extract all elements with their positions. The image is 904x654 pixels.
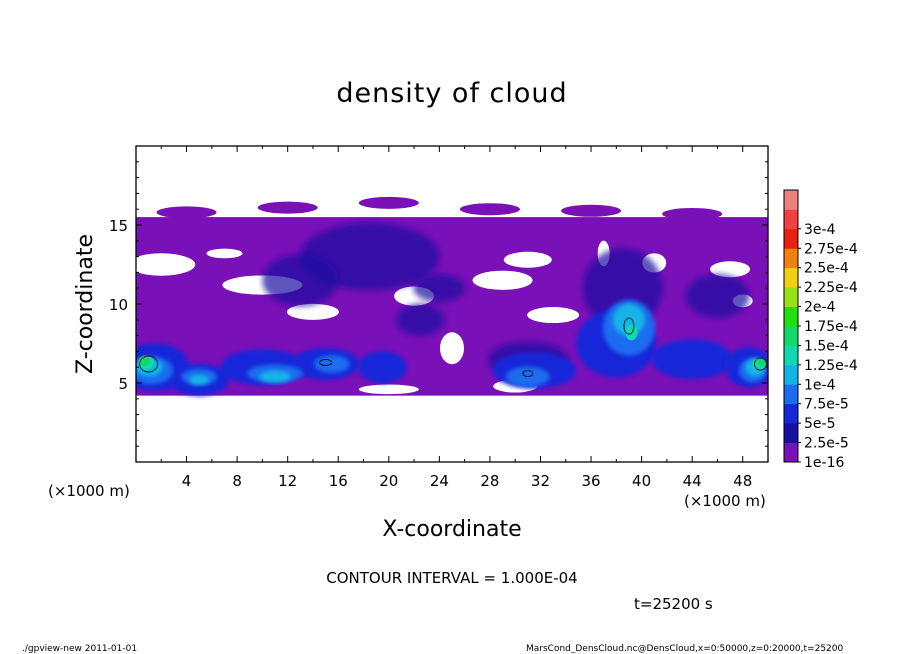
x-tick-label: 8 [232, 472, 242, 490]
x-tick-label: 32 [531, 472, 550, 490]
colorbar-swatch [784, 403, 798, 424]
x-tick-label: 12 [278, 472, 297, 490]
colorbar-swatch [784, 190, 798, 210]
contour-line [139, 355, 159, 373]
x-tick-label: 16 [329, 472, 348, 490]
x-tick-label: 4 [182, 472, 192, 490]
contour-line [319, 359, 333, 366]
x-tick-label: 48 [733, 472, 752, 490]
x-axis: 4 8 12 16 20 24 28 32 36 40 44 48 [160, 146, 752, 490]
cloud-band-cyan [612, 303, 645, 336]
chart-title: density of cloud [336, 78, 567, 109]
cloud-band-lightblue [313, 355, 350, 374]
colorbar-swatch [784, 287, 798, 307]
x-unit-right: (×1000 m) [684, 492, 766, 510]
colorbar-swatch [784, 364, 798, 385]
cloud-gap [136, 253, 196, 276]
cloud-core-dark [396, 303, 445, 336]
footer-left: ./gpview-new 2011-01-01 [22, 644, 137, 654]
cloud-top-bump [561, 204, 622, 217]
colorbar-label: 1.75e-4 [804, 319, 858, 335]
cloud-core-dark [262, 254, 339, 307]
colorbar-swatch [784, 248, 798, 269]
colorbar-label: 2.5e-4 [804, 261, 849, 277]
colorbar-swatch [784, 384, 798, 405]
colorbar-label: 5e-5 [804, 416, 835, 432]
contour-interval-label: CONTOUR INTERVAL = 1.000E-04 [326, 569, 577, 587]
cloud-band-cyan [259, 370, 292, 383]
cloud-gap [710, 261, 751, 278]
colorbar-swatch [784, 228, 798, 249]
x-unit-left: (×1000 m) [48, 482, 130, 500]
colorbar-label: 1e-4 [804, 377, 836, 393]
cloud-band-green [757, 358, 766, 367]
cloud-gap [286, 303, 339, 320]
contour-line [522, 370, 534, 377]
cloud-top-bump [257, 201, 318, 214]
colorbar-label: 1.5e-4 [804, 338, 849, 354]
colorbar: 1e-16 2.5e-5 5e-5 7.5e-5 1e-4 1.25e-4 1.5e-4 1.… [783, 189, 858, 471]
cloud-band-blue [652, 339, 733, 380]
x-tick-label: 28 [480, 472, 499, 490]
x-tick-label: 20 [379, 472, 398, 490]
x-tick-label: 44 [683, 472, 702, 490]
cloud-core-dark [413, 274, 466, 303]
colorbar-label: 1.25e-4 [804, 358, 858, 374]
x-tick-label: 24 [430, 472, 449, 490]
colorbar-label: 2.5e-5 [804, 436, 849, 452]
colorbar-swatch [784, 326, 798, 346]
y-axis-label: Z-coordinate [73, 234, 98, 374]
cloud-top-bump [459, 203, 520, 216]
colorbar-swatch [784, 306, 798, 327]
contour-line [754, 357, 767, 371]
cloud-top-bump [156, 206, 217, 219]
colorbar-swatch [784, 442, 798, 463]
contour-line [623, 317, 635, 335]
colorbar-label: 1e-16 [804, 455, 844, 471]
colorbar-swatch [784, 209, 798, 230]
y-tick-label: 15 [109, 217, 128, 235]
x-tick-label: 36 [581, 472, 600, 490]
colorbar-swatch [784, 345, 798, 366]
colorbar-label: 7.5e-5 [804, 397, 849, 413]
y-tick-label: 10 [109, 296, 128, 314]
cloud-gap [527, 307, 580, 324]
cloud-core-dark [685, 274, 750, 319]
colorbar-label: 3e-4 [804, 222, 836, 238]
y-axis: 5 10 15 [109, 161, 768, 447]
y-tick-label: 5 [118, 375, 128, 393]
cloud-gap [358, 384, 419, 395]
cloud-top-bump [662, 207, 723, 220]
time-label: t=25200 s [634, 595, 713, 613]
cloud-band-blue [358, 351, 407, 384]
cloud-gap [440, 332, 464, 365]
colorbar-swatch [784, 267, 798, 288]
x-tick-label: 40 [632, 472, 651, 490]
cloud-gap [206, 248, 243, 259]
cloud-field [136, 146, 768, 462]
x-axis-label: X-coordinate [382, 517, 521, 542]
colorbar-label: 2.75e-4 [804, 241, 858, 257]
cloud-gap [472, 270, 533, 290]
cloud-band-green [139, 355, 150, 366]
cloud-band-teal [625, 324, 638, 341]
cloud-gap [503, 251, 552, 268]
cloud-top-bump [358, 196, 419, 209]
footer-right: MarsCond_DensCloud.nc@DensCloud,x=0:5000… [526, 644, 843, 654]
colorbar-label: 2.25e-4 [804, 280, 858, 296]
colorbar-swatch [784, 423, 798, 443]
colorbar-label: 2e-4 [804, 300, 836, 316]
cloud-band-cyan [189, 374, 210, 385]
